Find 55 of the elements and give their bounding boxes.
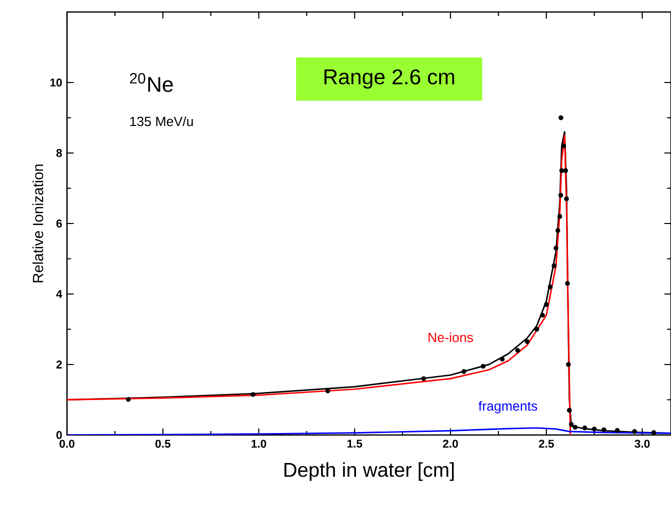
point <box>632 429 637 434</box>
point <box>568 422 574 427</box>
x-tick-label: 0.0 <box>60 440 74 448</box>
point <box>548 284 553 290</box>
point <box>554 246 558 251</box>
x-axis-title: Depth in water [cm] <box>284 462 454 481</box>
point <box>544 302 549 307</box>
point <box>250 392 256 397</box>
point <box>524 339 530 344</box>
x-tick-label: 2.0 <box>443 440 458 448</box>
point <box>561 144 566 148</box>
point <box>540 312 545 318</box>
point <box>572 424 578 430</box>
point <box>462 369 466 374</box>
point <box>515 348 520 353</box>
point <box>582 426 588 430</box>
point <box>126 396 131 402</box>
point <box>563 168 568 174</box>
x-tick-label: 1.0 <box>252 440 266 448</box>
point <box>592 426 597 432</box>
y-tick-label: 0 <box>56 431 62 440</box>
line-series <box>67 427 671 435</box>
annotation: $^{20}$Ne <box>130 72 173 92</box>
y-tick-label: 6 <box>56 220 62 228</box>
point <box>552 263 556 268</box>
y-axis-title: Relative Ionization <box>32 164 44 282</box>
annotation: 135 MeV/u <box>130 116 193 126</box>
x-tick-label: 2.5 <box>538 440 554 448</box>
series-label: fragments <box>478 400 538 414</box>
point <box>325 388 330 394</box>
point <box>564 196 569 202</box>
point <box>565 281 570 286</box>
point <box>421 376 426 382</box>
point <box>534 326 540 332</box>
x-tick-label: 0.5 <box>155 440 170 448</box>
point <box>557 214 562 219</box>
point <box>566 408 572 413</box>
x-tick-label: 1.5 <box>347 440 362 448</box>
point <box>558 192 564 198</box>
text: Ne-ions <box>428 332 473 342</box>
point <box>566 362 571 367</box>
y-tick-label: 2 <box>56 360 62 368</box>
point <box>558 115 564 120</box>
point <box>651 430 656 435</box>
y-tick-label: 8 <box>56 149 62 158</box>
y-tick-label: 4 <box>56 290 62 298</box>
line-series <box>67 134 572 435</box>
point <box>555 228 560 233</box>
y-tick-label: 10 <box>50 78 62 87</box>
x-tick-label: 3.0 <box>634 440 650 448</box>
point <box>500 356 505 362</box>
point <box>601 427 606 432</box>
point <box>480 364 486 369</box>
point <box>614 428 620 433</box>
annotation: Range 2.6 cm <box>324 69 454 89</box>
